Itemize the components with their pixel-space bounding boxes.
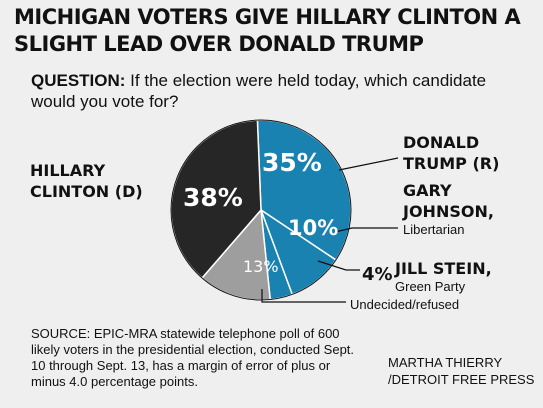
pie-outline bbox=[170, 119, 352, 301]
question-text: If the election were held today, which c… bbox=[31, 71, 487, 111]
label-stein: JILL STEIN, Green Party bbox=[395, 258, 492, 295]
leader-stein bbox=[317, 260, 360, 271]
label-trump-line2: TRUMP (R) bbox=[403, 154, 500, 173]
label-trump-line1: DONALD bbox=[403, 133, 480, 152]
label-trump: DONALD TRUMP (R) bbox=[403, 132, 499, 174]
pct-label-trump: 35% bbox=[262, 148, 322, 177]
label-johnson-party: Libertarian bbox=[403, 222, 465, 237]
credit: MARTHA THIERRY /DETROIT FREE PRESS bbox=[388, 354, 538, 388]
leader-johnson bbox=[334, 227, 398, 233]
source-note: SOURCE: EPIC-MRA statewide telephone pol… bbox=[31, 326, 355, 389]
label-clinton: HILLARY CLINTON (D) bbox=[30, 160, 143, 202]
label-johnson: GARY JOHNSON, Libertarian bbox=[403, 180, 494, 238]
label-johnson-line1: GARY bbox=[403, 181, 452, 200]
label-clinton-line1: HILLARY bbox=[30, 161, 106, 180]
chart-title: MICHIGAN VOTERS GIVE HILLARY CLINTON A S… bbox=[14, 5, 521, 56]
pct-label-johnson: 10% bbox=[288, 216, 339, 240]
leader-trump bbox=[338, 157, 399, 171]
pct-label-stein: 4% bbox=[362, 264, 393, 285]
pct-label-clinton: 38% bbox=[183, 183, 243, 212]
label-johnson-line2: JOHNSON, bbox=[403, 202, 494, 221]
pct-label-undecided: 13% bbox=[243, 257, 279, 276]
label-clinton-line2: CLINTON (D) bbox=[30, 182, 143, 201]
credit-line1: MARTHA THIERRY bbox=[388, 355, 503, 370]
label-undecided: Undecided/refused bbox=[350, 297, 460, 312]
leader-undecided bbox=[261, 289, 346, 303]
question: QUESTION: If the election were held toda… bbox=[31, 70, 511, 112]
credit-line2: /DETROIT FREE PRESS bbox=[388, 372, 535, 387]
label-stein-name: JILL STEIN, bbox=[395, 259, 492, 278]
question-label: QUESTION: bbox=[31, 71, 126, 90]
label-stein-party: Green Party bbox=[395, 279, 466, 294]
